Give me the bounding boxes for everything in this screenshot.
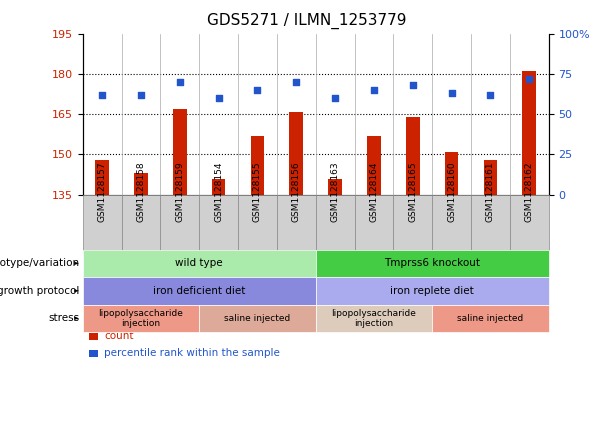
Point [253, 87, 262, 93]
Bar [134, 173, 148, 195]
Text: GSM1128165: GSM1128165 [408, 162, 417, 222]
Text: lipopolysaccharide
injection: lipopolysaccharide injection [332, 309, 416, 328]
Bar [329, 179, 342, 195]
Bar [96, 160, 109, 195]
Bar [445, 152, 459, 195]
Text: lipopolysaccharide
injection: lipopolysaccharide injection [99, 309, 183, 328]
Bar [522, 71, 536, 195]
Point [136, 91, 146, 98]
Text: GDS5271 / ILMN_1253779: GDS5271 / ILMN_1253779 [207, 13, 406, 29]
Bar [367, 136, 381, 195]
Point [408, 82, 417, 89]
Text: genotype/variation: genotype/variation [0, 258, 80, 268]
Text: GSM1128164: GSM1128164 [370, 162, 378, 222]
Text: wild type: wild type [175, 258, 223, 268]
Point [291, 79, 301, 85]
Text: stress: stress [48, 313, 80, 323]
Text: Tmprss6 knockout: Tmprss6 knockout [384, 258, 480, 268]
Bar [173, 109, 186, 195]
Text: GSM1128160: GSM1128160 [447, 162, 456, 222]
Text: GSM1128155: GSM1128155 [253, 162, 262, 222]
Text: GSM1128157: GSM1128157 [97, 162, 107, 222]
Text: GSM1128156: GSM1128156 [292, 162, 301, 222]
Text: growth protocol: growth protocol [0, 286, 80, 296]
Text: iron replete diet: iron replete diet [390, 286, 474, 296]
Bar [289, 112, 303, 195]
Text: GSM1128163: GSM1128163 [330, 162, 340, 222]
Text: GSM1128159: GSM1128159 [175, 162, 185, 222]
Point [369, 87, 379, 93]
Bar [212, 179, 226, 195]
Bar [484, 160, 497, 195]
Point [175, 79, 185, 85]
Bar [251, 136, 264, 195]
Text: count: count [104, 331, 134, 341]
Text: GSM1128161: GSM1128161 [486, 162, 495, 222]
Text: iron deficient diet: iron deficient diet [153, 286, 245, 296]
Point [214, 95, 224, 102]
Point [447, 90, 457, 97]
Point [330, 95, 340, 102]
Text: GSM1128158: GSM1128158 [137, 162, 145, 222]
Text: GSM1128162: GSM1128162 [525, 162, 534, 222]
Point [97, 91, 107, 98]
Text: saline injected: saline injected [224, 314, 291, 323]
Point [524, 75, 534, 82]
Text: percentile rank within the sample: percentile rank within the sample [104, 348, 280, 358]
Text: saline injected: saline injected [457, 314, 524, 323]
Point [485, 91, 495, 98]
Bar [406, 117, 419, 195]
Text: GSM1128154: GSM1128154 [214, 162, 223, 222]
